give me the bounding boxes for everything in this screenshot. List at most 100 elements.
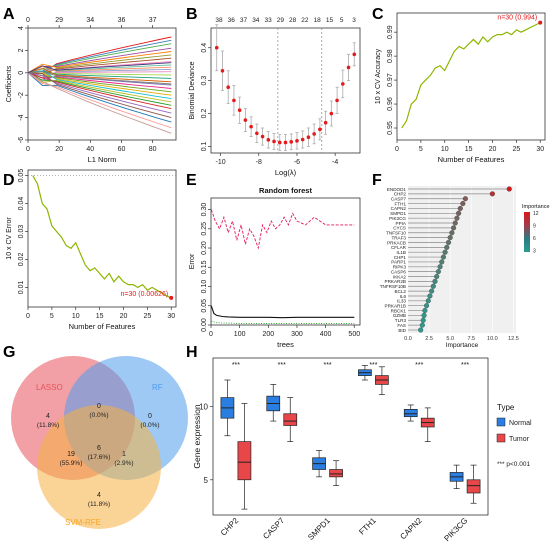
coefficient-path [27, 70, 172, 100]
panel-letter-h: H [186, 344, 198, 361]
y-tick-label: 0.25 [201, 222, 208, 236]
x-tick-label: 25 [143, 313, 151, 320]
venn-set-label: SVM-RFE [65, 518, 101, 527]
box-tumor [466, 479, 481, 494]
gene-category-label: FTH1 [357, 516, 378, 537]
significance-mark: *** [461, 362, 469, 369]
significance-mark: *** [323, 362, 331, 369]
top-count-label: 3 [352, 17, 356, 24]
rf-error-series [210, 305, 355, 319]
plot-frame [210, 27, 361, 154]
error-line [32, 175, 172, 299]
top-count-label: 28 [289, 17, 297, 24]
gene-label: FTH1 [395, 201, 407, 206]
lollipop-point [424, 303, 430, 309]
x-tick-label: 20 [120, 313, 128, 320]
gene-label: CAPN2 [391, 206, 407, 211]
gene-label: BID [398, 328, 406, 333]
y-axis-label: 10 x CV Error [6, 217, 13, 260]
lollipop-point [421, 312, 427, 318]
x-tick-label: 30 [167, 313, 175, 320]
deviance-point [300, 137, 305, 142]
y-tick-label: 0.04 [18, 197, 25, 211]
deviance-point [260, 134, 265, 139]
y-tick-label: 0.30 [201, 203, 208, 217]
best-annotation: n=30 (0.00626) [121, 291, 169, 298]
gene-label: CHP1 [394, 255, 407, 260]
y-tick-label: 2 [18, 48, 25, 52]
gene-category-label: CASP7 [261, 516, 286, 541]
deviance-point [249, 124, 253, 129]
y-tick-label: 4 [18, 26, 25, 30]
legend-title: Type [497, 403, 515, 412]
lollipop-point [489, 191, 495, 197]
panel-letter-g: G [3, 344, 15, 361]
best-point [538, 20, 543, 25]
venn-region-count: 1 [122, 451, 126, 458]
panel-f-importance: 0.0 2.5 5.0 7.5 10.0 12.5 Importance ENDOD1CHP2… [380, 186, 550, 349]
x-tick-label: 80 [149, 146, 157, 153]
x-tick-label: 0 [26, 313, 30, 320]
top-tick-label: 29 [55, 17, 63, 24]
x-tick-label: 12.5 [508, 336, 519, 342]
significance-mark: *** [415, 362, 423, 369]
gene-label: CFLAR [391, 245, 407, 250]
x-tick-label: 0 [209, 331, 213, 338]
venn-region-count: 4 [46, 413, 50, 420]
plot-frame [210, 197, 361, 326]
x-tick-label: 10 [72, 313, 80, 320]
lollipop-point [427, 293, 433, 299]
x-tick-label: -6 [294, 159, 300, 166]
x-tick-label: 10.0 [487, 336, 498, 342]
panel-letter-b: B [186, 6, 198, 23]
x-tick-label: 5 [419, 146, 423, 153]
legend-swatch [496, 417, 506, 427]
venn-region-percent: (11.8%) [88, 501, 110, 508]
coefficient-path [27, 62, 172, 74]
gene-label: ENDOD1 [387, 187, 407, 192]
x-tick-label: 2.5 [425, 336, 433, 342]
lollipop-point [444, 244, 450, 250]
panel-b-deviance-plot: -10 -8 -6 -4 0.1 0.2 0.3 0.4 Log(λ) Binomial Devi… [189, 17, 361, 177]
top-tick-label: 36 [118, 17, 126, 24]
lollipop-point [420, 317, 426, 323]
x-tick-label: 40 [86, 146, 94, 153]
deviance-point [220, 68, 225, 73]
y-tick-label: 0.01 [18, 281, 25, 295]
lollipop-point [437, 264, 443, 270]
gene-category-label: CHP2 [219, 516, 241, 538]
venn-region-count: 6 [97, 445, 101, 452]
x-axis-label: trees [277, 340, 294, 349]
lollipop-point [435, 269, 441, 275]
panel-letter-c: C [372, 6, 384, 23]
venn-region-count: 4 [97, 492, 101, 499]
legend-tick-label: 3 [533, 249, 536, 255]
gene-label: PIK3CG [389, 216, 406, 221]
x-tick-label: -10 [215, 159, 225, 166]
x-axis-label: Importance [446, 342, 479, 349]
gene-category-label: CAPN2 [398, 516, 424, 542]
lollipop-point [456, 210, 462, 216]
gene-label: PPIA [396, 221, 407, 226]
lollipop-point [449, 230, 455, 236]
lollipop-point [442, 249, 448, 255]
x-tick-label: 7.5 [467, 336, 475, 342]
best-annotation: n=30 (0.994) [497, 15, 537, 22]
y-axis-label: Gene expression [192, 404, 202, 469]
panel-letter-a: A [3, 6, 15, 23]
top-count-label: 36 [228, 17, 236, 24]
lollipop-point [454, 215, 460, 221]
gene-category-label: PIK3CG [442, 516, 469, 542]
rf-error-series [210, 209, 355, 250]
gene-label: FAS [397, 323, 406, 328]
y-tick-label: 0.98 [387, 49, 394, 63]
x-tick-label: 30 [536, 146, 544, 153]
x-axis-label: L1 Norm [88, 155, 117, 164]
plot-frame [27, 169, 177, 308]
deviance-point [289, 140, 294, 144]
gene-label: RIPK3 [393, 265, 407, 270]
lollipop-point [506, 186, 512, 192]
gene-label: CASP6 [391, 269, 407, 274]
legend-tick-label: 12 [533, 211, 539, 217]
